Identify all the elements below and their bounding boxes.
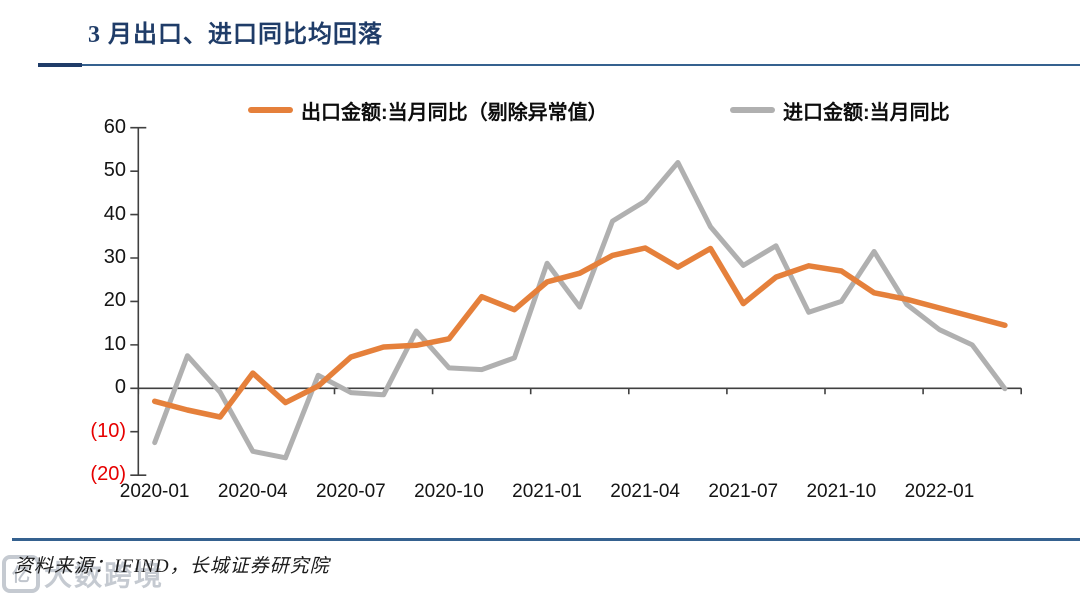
watermark: 亿 大数跨境 [2,554,164,593]
source-text: 资料来源：IFIND，长城证券研究院 [14,556,330,577]
legend-import-swatch-icon [730,107,775,113]
watermark-logo-icon: 亿 [2,555,40,593]
legend-export-label: 出口金额:当月同比（剔除异常值） [301,101,608,124]
x-axis-label: 2021-01 [512,481,582,502]
legend-export-swatch-icon [248,107,293,113]
legend-import: 进口金额:当月同比 [730,97,950,124]
x-axis-label: 2020-10 [414,481,484,502]
top-divider-line [38,64,1080,66]
legend-import-label: 进口金额:当月同比 [783,101,950,124]
y-axis-label: (10) [90,419,126,442]
x-axis-label: 2021-10 [806,481,877,502]
watermark-text: 大数跨境 [44,560,165,591]
y-axis-label: 50 [103,159,126,182]
y-axis-label: 40 [103,202,126,225]
x-axis-label: 2020-07 [315,481,386,502]
y-axis [130,126,147,476]
legend-export: 出口金额:当月同比（剔除异常值） [248,97,608,124]
top-divider-cap [38,63,82,67]
x-axis-label: 2020-01 [119,481,190,502]
x-axis-label: 2022-01 [904,481,975,502]
series-export-line [151,245,1008,420]
y-axis-label: (20) [90,463,126,486]
x-axis-label: 2021-04 [610,481,680,502]
y-axis-label: 60 [103,115,126,138]
y-axis-label: 0 [114,376,126,399]
y-axis-label: 10 [103,332,126,355]
chart-title: 3 月出口、进口同比均回落 [88,22,383,48]
x-axis-label: 2021-07 [708,481,779,502]
series-import-line [152,160,1008,461]
bottom-divider-line [12,538,1080,541]
x-axis-label: 2020-04 [217,481,288,502]
y-axis-label: 20 [103,289,126,312]
y-axis-label: 30 [103,246,126,268]
